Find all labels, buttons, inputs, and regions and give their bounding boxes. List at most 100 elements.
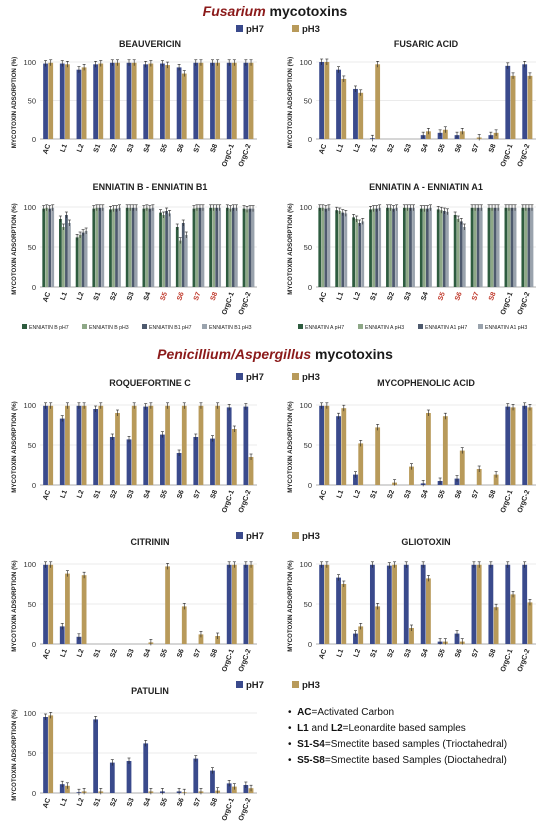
chart-roquefortine-c: ROQUEFORTINE C MYCOTOXIN ADSORPTION (%) 0 5… — [11, 372, 320, 514]
y-tick-label: 0 — [32, 135, 36, 144]
y-tick-label: 0 — [32, 481, 36, 490]
bar — [479, 207, 483, 287]
legend-label: pH3 — [302, 372, 320, 383]
bar — [78, 235, 82, 287]
chart-title: ENNIATIN A - ENNIATIN A1 — [369, 182, 483, 192]
bar — [375, 427, 381, 485]
bar — [375, 606, 381, 644]
legend-label: ENNIATIN B1 pH3 — [209, 325, 252, 331]
abbreviation-notes: • AC=Activated Carbon • L1 and L2=Leonar… — [288, 705, 507, 769]
y-tick-label: 50 — [304, 243, 312, 252]
x-tick-label: S7 — [193, 143, 203, 154]
bar — [193, 62, 199, 139]
x-tick-label: OrgC-2 — [238, 291, 253, 316]
bar — [109, 762, 115, 793]
y-axis-label: MYCOTOXIN ADSORPTION (%) — [11, 57, 18, 148]
bar — [43, 405, 48, 485]
y-axis-label: MYCOTOXIN ADSORPTION (%) — [11, 560, 18, 651]
y-axis-label: MYCOTOXIN ADSORPTION (%) — [287, 203, 294, 294]
bar — [488, 564, 494, 644]
bar — [48, 715, 54, 793]
y-tick-label: 100 — [299, 560, 312, 569]
chart-fusaric-acid: FUSARIC ACID MYCOTOXIN ADSORPTION (%) 0 50 1… — [287, 39, 536, 168]
bar — [442, 416, 448, 485]
x-tick-label: S6 — [176, 143, 186, 154]
bar — [319, 62, 325, 139]
x-tick-label: S3 — [403, 143, 413, 154]
bar — [510, 407, 516, 485]
x-tick-label: AC — [318, 291, 328, 303]
legend: pH7 pH3 — [236, 24, 320, 35]
x-tick-label: OrgC-2 — [238, 143, 253, 168]
bar — [101, 207, 105, 287]
bar — [521, 207, 525, 287]
y-tick-label: 0 — [32, 283, 36, 292]
x-tick-label: L2 — [353, 143, 362, 153]
bar — [527, 75, 533, 139]
y-axis-label: MYCOTOXIN ADSORPTION (%) — [287, 560, 294, 651]
x-tick-label: S1 — [93, 648, 103, 659]
bar — [426, 413, 431, 485]
bar — [353, 633, 358, 644]
bar — [81, 232, 85, 287]
x-tick-label: S8 — [210, 143, 220, 154]
bar — [361, 221, 365, 287]
legend-swatch — [292, 532, 299, 539]
section-title-name: Penicillium/Aspergillus — [157, 346, 312, 362]
bar — [215, 405, 221, 485]
bar — [210, 438, 215, 485]
bar — [319, 564, 325, 644]
legend-label: ENNIATIN A pH3 — [365, 325, 404, 331]
bar — [231, 207, 235, 287]
bar — [318, 207, 322, 287]
x-tick-label: S5 — [160, 797, 170, 808]
bar — [198, 207, 202, 287]
x-tick-label: OrgC-1 — [500, 489, 515, 514]
x-tick-label: S7 — [471, 648, 481, 659]
bar — [62, 227, 65, 287]
bar — [225, 207, 229, 287]
x-tick-label: S4 — [143, 797, 153, 808]
x-tick-label: L1 — [60, 143, 69, 153]
bar — [319, 405, 325, 485]
bar — [98, 63, 104, 139]
bar — [496, 207, 500, 287]
bar — [125, 207, 129, 287]
legend-swatch — [298, 324, 303, 329]
bar — [218, 207, 222, 287]
bar — [115, 208, 118, 287]
bar — [378, 207, 382, 287]
bar — [245, 209, 249, 287]
bar — [76, 405, 82, 485]
x-tick-label: S1 — [370, 489, 380, 500]
x-tick-label: S8 — [488, 489, 498, 500]
bar — [248, 62, 254, 139]
bar — [524, 207, 528, 287]
x-tick-label: AC — [42, 648, 52, 660]
x-tick-label: S2 — [387, 143, 397, 154]
x-tick-label: L2 — [353, 648, 362, 658]
bar — [386, 565, 392, 644]
bar — [65, 64, 70, 139]
x-tick-label: S2 — [109, 143, 119, 154]
chart-title: ENNIATIN B - ENNIATIN B1 — [93, 182, 208, 192]
bar — [493, 207, 497, 287]
bar — [81, 67, 87, 139]
bar — [195, 207, 199, 287]
bar — [243, 785, 249, 793]
bar — [248, 564, 254, 644]
chart-gliotoxin: GLIOTOXIN MYCOTOXIN ADSORPTION (%) 0 50 100 A… — [287, 537, 536, 673]
x-tick-label: S1 — [93, 143, 103, 154]
bar — [198, 634, 204, 644]
bar — [442, 129, 448, 139]
bar — [42, 208, 46, 287]
bar — [126, 761, 132, 793]
bar — [403, 564, 409, 644]
x-tick-label: L2 — [353, 489, 362, 499]
x-tick-label: S2 — [387, 648, 397, 659]
x-tick-label: S5 — [160, 291, 170, 302]
bar — [522, 564, 528, 644]
bar — [406, 207, 409, 287]
x-tick-label: OrgC-2 — [238, 648, 253, 673]
